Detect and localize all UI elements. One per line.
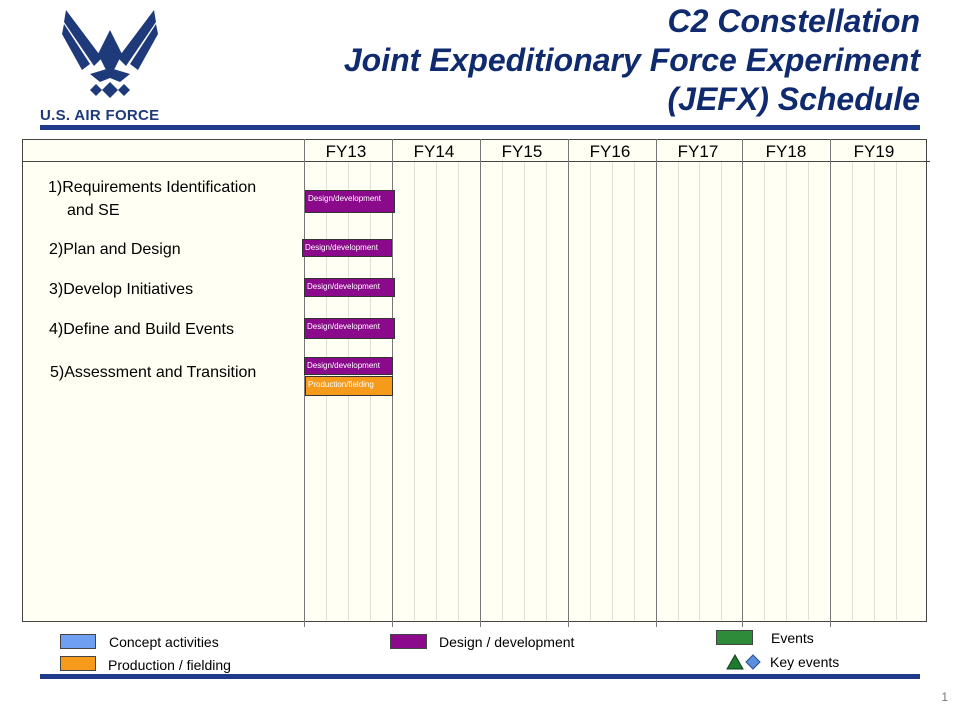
quarter-gridline [502,162,503,620]
legend-swatch-concept [60,634,96,649]
quarter-gridline [874,162,875,620]
air-force-logo: U.S. AIR FORCE [38,8,188,126]
task-label-develop-initiatives: 3)Develop Initiatives [49,281,194,298]
quarter-gridline [764,162,765,620]
fy-label: FY17 [677,142,719,161]
year-divider [830,139,831,627]
quarter-gridline [546,162,547,620]
quarter-gridline [414,162,415,620]
diamond-icon [745,654,761,670]
page-number: 1 [941,690,948,704]
year-divider [656,139,657,627]
quarter-gridline [699,162,700,620]
task-bar-design: Design/development [304,318,395,339]
quarter-gridline [458,162,459,620]
legend-label-concept: Concept activities [109,634,219,650]
task-bar-design: Design/development [304,278,395,297]
top-divider [40,125,920,130]
quarter-gridline [678,162,679,620]
quarter-gridline [436,162,437,620]
task-label-line: and SE [67,202,120,219]
page-title: C2 Constellation Joint Expeditionary For… [220,2,920,119]
legend-label-production: Production / fielding [108,657,231,673]
quarter-gridline [590,162,591,620]
quarter-gridline [852,162,853,620]
bottom-divider [40,674,920,679]
task-bar-design: Design/development [302,239,392,257]
fy-label: FY15 [501,142,543,161]
key-events-icon [726,654,761,670]
legend-label-events: Events [771,630,814,646]
quarter-gridline [721,162,722,620]
legend-label-design: Design / development [439,634,575,650]
schedule-panel [22,139,927,622]
fy-label: FY14 [413,142,455,161]
legend-swatch-design [390,634,427,649]
task-label-line: 1)Requirements Identification [48,179,257,196]
task-bar-design: Design/development [305,190,395,213]
year-divider [480,139,481,627]
quarter-gridline [524,162,525,620]
quarter-gridline [634,162,635,620]
task-label-plan-design: 2)Plan and Design [49,241,181,258]
year-divider [304,139,305,627]
task-bar-design: Design/development [304,357,393,375]
air-force-wordmark: U.S. AIR FORCE [40,107,160,124]
fy-label: FY18 [765,142,807,161]
triangle-icon [726,654,744,670]
quarter-gridline [786,162,787,620]
title-line-3: (JEFX) Schedule [667,81,921,117]
fy-label: FY19 [853,142,895,161]
quarter-gridline [896,162,897,620]
legend-label-key-events: Key events [770,654,840,670]
year-divider [568,139,569,627]
task-bar-production: Production/fielding [305,376,393,396]
task-label-requirements: 1)Requirements Identification and SE [48,176,256,222]
fy-label: FY16 [589,142,631,161]
title-line-2: Joint Expeditionary Force Experiment [343,42,920,78]
legend-swatch-production [60,656,96,671]
year-divider [742,139,743,627]
title-line-1: C2 Constellation [667,3,920,39]
header-divider [22,161,930,162]
quarter-gridline [612,162,613,620]
fy-label: FY13 [325,142,367,161]
task-label-assessment-transition: 5)Assessment and Transition [50,364,257,381]
quarter-gridline [808,162,809,620]
air-force-wings-icon [62,10,158,98]
task-label-define-build-events: 4)Define and Build Events [49,321,234,338]
legend-swatch-events [716,630,753,645]
